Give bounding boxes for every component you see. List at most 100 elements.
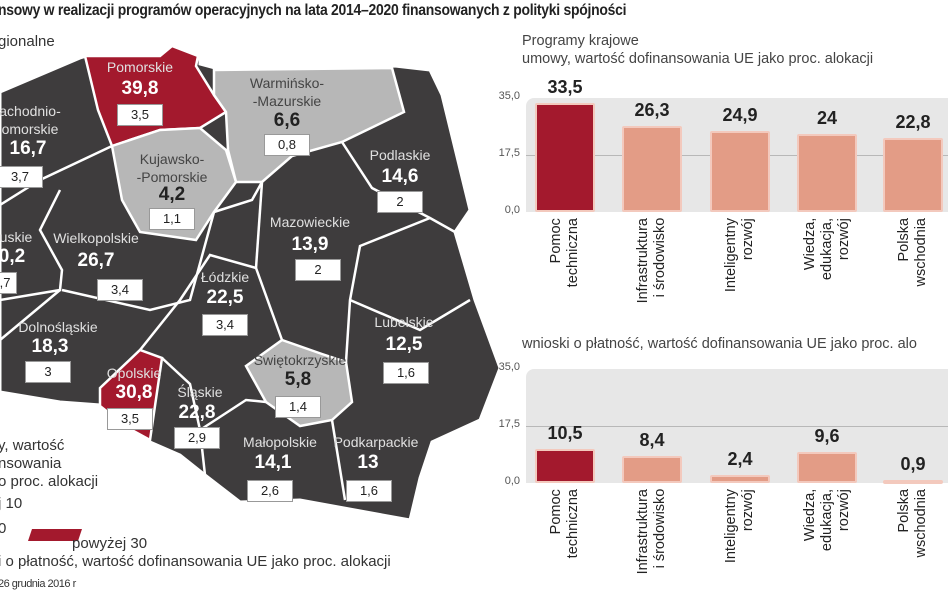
legend-item-above-30: powyżej 30 bbox=[72, 535, 148, 552]
region-name: Opolskie bbox=[106, 365, 162, 381]
region-value: 13 bbox=[357, 452, 379, 473]
legend-item-mid: 0 bbox=[0, 520, 7, 537]
y-tick-label: 35,0 bbox=[498, 90, 520, 102]
region-name: Warmińsko- -Mazurskie bbox=[249, 75, 325, 109]
category-label: Pomoc techniczna bbox=[548, 218, 581, 288]
y-tick-label: 35,0 bbox=[498, 361, 520, 373]
region-value: 12,5 bbox=[385, 334, 423, 355]
region-payments: 3,4 bbox=[202, 314, 248, 336]
region-name: Podlaskie bbox=[369, 147, 431, 163]
bar bbox=[883, 480, 943, 485]
region-value: 6,6 bbox=[273, 110, 301, 131]
bar bbox=[710, 475, 770, 483]
bar-value-label: 9,6 bbox=[814, 425, 840, 446]
region-kujawsko-pomorskie bbox=[110, 126, 238, 242]
bar-value-label: 2,4 bbox=[727, 449, 753, 470]
region-payments: 1,4 bbox=[275, 396, 321, 418]
bar-value-label: 8,4 bbox=[639, 429, 665, 450]
bar bbox=[535, 102, 595, 212]
region-payments: 2 bbox=[295, 259, 341, 281]
category-label: Wiedza, edukacja, rozwój bbox=[801, 218, 852, 281]
region-payments: 3,5 bbox=[117, 104, 163, 126]
poland-map bbox=[0, 43, 500, 541]
y-tick-label: 0,0 bbox=[504, 204, 520, 216]
map-subtitle: gionalne bbox=[0, 33, 55, 50]
region-value: 4,2 bbox=[158, 184, 186, 205]
category-label: Infrastruktura i środowisko bbox=[635, 218, 668, 304]
bar-value-label: 22,8 bbox=[895, 111, 931, 132]
region-name: Dolnośląskie bbox=[18, 319, 98, 335]
category-label: Pomoc techniczna bbox=[548, 489, 581, 559]
region-value: 22,5 bbox=[206, 287, 244, 308]
region-payments: 2,9 bbox=[174, 427, 220, 449]
bar-value-label: 24,9 bbox=[722, 104, 758, 125]
category-label: Polska wschodnia bbox=[896, 218, 929, 287]
region-payments: 1,6 bbox=[383, 362, 429, 384]
legend-item-below-10: j 10 bbox=[0, 495, 23, 512]
region-value: 13,9 bbox=[291, 234, 329, 255]
region-name: uskie bbox=[0, 229, 33, 245]
region-name: Małopolskie bbox=[243, 434, 317, 450]
category-label: Wiedza, edukacja, rozwój bbox=[801, 489, 852, 552]
region-value: 18,3 bbox=[31, 336, 69, 357]
region-value: 16,7 bbox=[9, 138, 47, 159]
region-name: Lubelskie bbox=[374, 314, 434, 330]
bar-value-label: 24 bbox=[816, 107, 838, 128]
region-value: 0,2 bbox=[0, 246, 26, 267]
bar-value-label: 26,3 bbox=[634, 100, 670, 121]
region-payments: 1,1 bbox=[149, 208, 195, 230]
bar bbox=[797, 451, 857, 483]
chart-1-subtitle: umowy, wartość dofinansowania UE jako pr… bbox=[522, 51, 874, 67]
category-label: Inteligentny rozwój bbox=[723, 489, 756, 564]
bar bbox=[622, 126, 682, 212]
region-payments: ,7 bbox=[0, 272, 17, 294]
category-label: Polska wschodnia bbox=[896, 489, 929, 558]
source-date: 26 grudnia 2016 r bbox=[0, 578, 76, 590]
bar-value-label: 33,5 bbox=[547, 76, 583, 97]
bar-value-label: 0,9 bbox=[900, 454, 926, 475]
bar bbox=[883, 137, 943, 212]
chart-2-subtitle: wnioski o płatność, wartość dofinansowan… bbox=[522, 336, 917, 352]
chart-1-title: Programy krajowe bbox=[522, 33, 639, 49]
legend-payments-note: i o płatność, wartość dofinansowania UE … bbox=[0, 553, 391, 570]
bar bbox=[710, 130, 770, 212]
region-payments: 2 bbox=[377, 191, 423, 213]
infographic-title: nsowy w realizacji programów operacyjnyc… bbox=[0, 2, 627, 19]
region-name: Świętokrzyskie bbox=[253, 352, 347, 368]
region-value: 14,1 bbox=[254, 452, 292, 473]
category-label: Inteligentny rozwój bbox=[723, 218, 756, 293]
category-label: Infrastruktura i środowisko bbox=[635, 489, 668, 575]
region-name: Wielkopolskie bbox=[53, 230, 139, 246]
region-payments: 3,7 bbox=[0, 166, 43, 188]
bar bbox=[535, 448, 595, 483]
y-tick-label: 17,5 bbox=[498, 147, 520, 159]
region-payments: 1,6 bbox=[346, 480, 392, 502]
legend-swatch-above-30 bbox=[28, 529, 82, 541]
region-name: achodnio- omorskie bbox=[0, 103, 61, 137]
region-value: 39,8 bbox=[121, 78, 159, 99]
y-tick-label: 0,0 bbox=[504, 475, 520, 487]
region-value: 14,6 bbox=[381, 166, 419, 187]
bar bbox=[622, 455, 682, 483]
region-payments: 3 bbox=[25, 361, 71, 383]
region-value: 26,7 bbox=[77, 250, 115, 271]
bar-value-label: 10,5 bbox=[547, 422, 583, 443]
region-name: Mazowieckie bbox=[269, 214, 351, 230]
y-tick-label: 17,5 bbox=[498, 418, 520, 430]
legend-line-3: o proc. alokacji bbox=[0, 473, 99, 490]
bar bbox=[797, 133, 857, 212]
legend-line-1: y, wartość bbox=[0, 437, 65, 454]
region-name: Pomorskie bbox=[106, 59, 174, 75]
region-payments: 3,5 bbox=[107, 408, 153, 430]
region-payments: 2,6 bbox=[247, 480, 293, 502]
region-name: Łódzkie bbox=[200, 269, 250, 285]
region-name: Kujawsko- -Pomorskie bbox=[136, 151, 208, 185]
region-borders bbox=[0, 141, 471, 501]
region-value: 22,8 bbox=[178, 402, 216, 423]
region-value: 30,8 bbox=[115, 382, 153, 403]
gridline bbox=[526, 426, 948, 427]
region-payments: 0,8 bbox=[264, 134, 310, 156]
region-name: Śląskie bbox=[177, 384, 223, 400]
region-name: Podkarpackie bbox=[333, 434, 419, 450]
legend-line-2: nsowania bbox=[0, 455, 62, 472]
